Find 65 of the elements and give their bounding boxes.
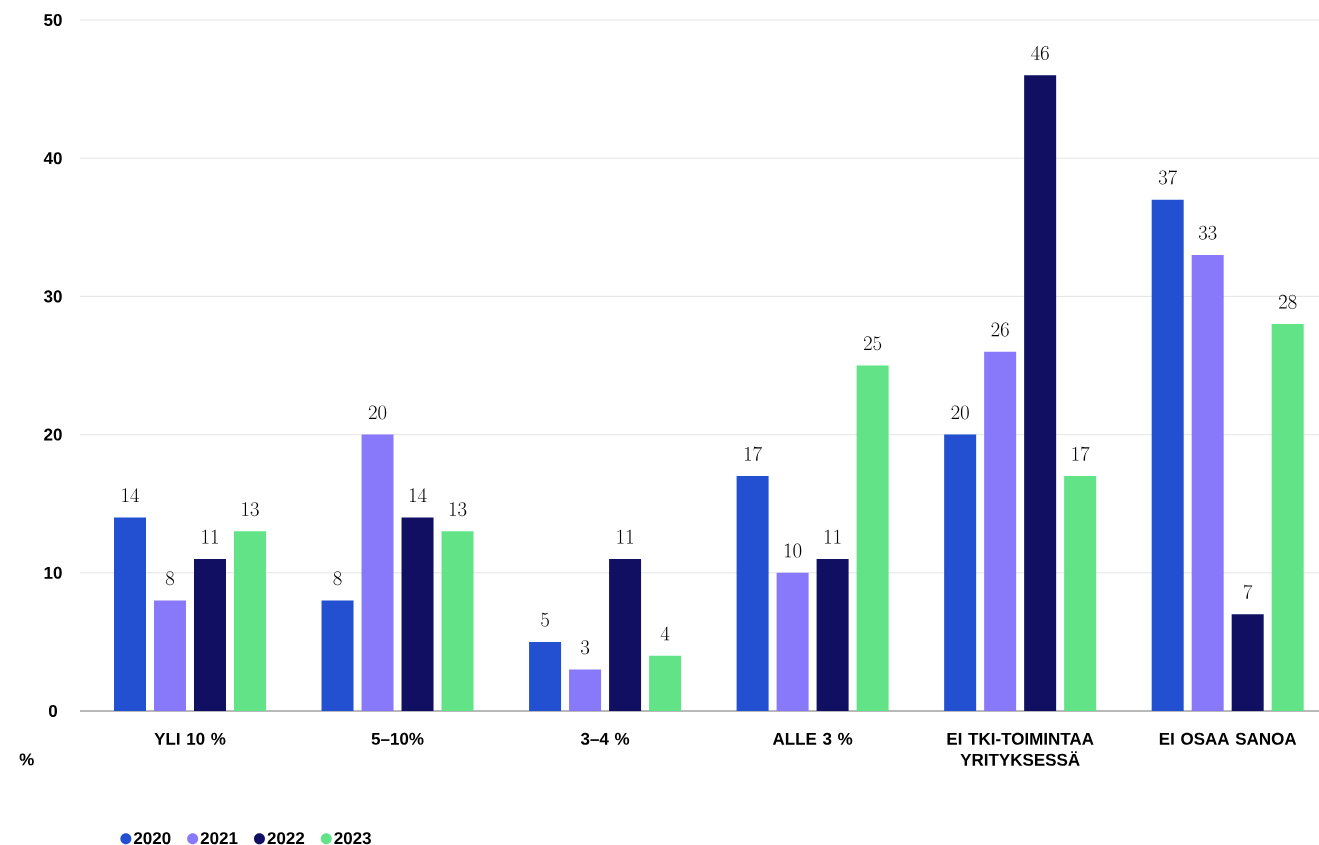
x-tick-label: EI OSAA SANOA — [1159, 732, 1297, 745]
y-tick-label: 0 — [48, 704, 58, 718]
bar — [649, 655, 682, 711]
data-label: 14 — [409, 488, 427, 502]
data-label: 20 — [951, 405, 969, 420]
bar — [609, 558, 642, 711]
legend-label: 2020 — [133, 832, 171, 845]
data-label: 25 — [863, 336, 882, 351]
data-label: 26 — [991, 322, 1009, 337]
bar — [529, 641, 562, 711]
bar — [154, 600, 186, 711]
bar — [736, 476, 769, 711]
bar — [569, 669, 602, 711]
data-label: 11 — [617, 529, 633, 544]
bar — [1024, 75, 1057, 711]
data-label: 8 — [333, 571, 342, 586]
x-tick-label: 5–10% — [371, 732, 424, 745]
data-label: 28 — [1279, 294, 1297, 309]
bar — [401, 517, 434, 711]
bar — [441, 531, 474, 711]
data-label: 13 — [449, 502, 467, 517]
bar — [321, 600, 354, 711]
x-tick-label: EI TKI-TOIMINTAA YRITYKSESSÄ — [947, 732, 1094, 766]
x-tick-label: YLI 10 % — [154, 732, 226, 745]
data-label: 11 — [202, 529, 218, 544]
data-label: 14 — [122, 488, 140, 502]
y-axis-title: % — [19, 753, 34, 766]
bar — [194, 558, 226, 711]
data-label: 17 — [1072, 446, 1090, 461]
bar — [856, 365, 889, 711]
y-tick-label: 10 — [44, 566, 62, 579]
y-tick-label: 40 — [43, 152, 62, 165]
data-label: 17 — [744, 446, 762, 461]
bar — [776, 572, 809, 711]
data-label: 3 — [581, 640, 590, 655]
bar — [1064, 476, 1097, 711]
data-label: 11 — [824, 529, 841, 544]
bar — [944, 434, 977, 711]
data-label: 8 — [165, 571, 175, 586]
data-label: 33 — [1198, 225, 1217, 240]
bar — [1151, 199, 1184, 711]
legend-label: 2021 — [200, 832, 238, 845]
data-label: 20 — [368, 405, 387, 420]
bar — [113, 517, 146, 711]
y-tick-label: 20 — [44, 428, 62, 441]
bar — [984, 351, 1017, 711]
bar — [1191, 254, 1224, 711]
bar — [234, 531, 266, 711]
data-label: 5 — [541, 612, 549, 627]
data-label: 10 — [784, 543, 802, 558]
bar — [816, 558, 849, 711]
y-tick-label: 30 — [43, 290, 62, 303]
legend-label: 2022 — [267, 832, 305, 845]
data-label: 37 — [1158, 170, 1177, 185]
bar — [361, 434, 394, 711]
bar — [1231, 614, 1264, 711]
legend-label: 2023 — [334, 832, 371, 845]
x-tick-label: 3–4 % — [580, 732, 630, 745]
bar — [1271, 324, 1304, 711]
data-label: 4 — [660, 626, 670, 641]
x-tick-label: ALLE 3 % — [772, 732, 853, 745]
y-tick-label: 50 — [44, 13, 62, 27]
data-label: 13 — [242, 502, 259, 517]
data-label: 46 — [1031, 45, 1049, 61]
data-label: 7 — [1243, 584, 1253, 600]
